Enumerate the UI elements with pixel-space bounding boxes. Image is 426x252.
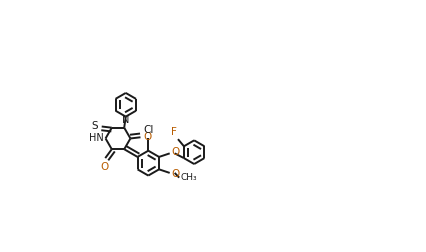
Text: O: O	[100, 163, 108, 172]
Text: S: S	[91, 121, 98, 131]
Text: N: N	[122, 115, 130, 125]
Text: O: O	[172, 147, 180, 158]
Text: Cl: Cl	[143, 125, 153, 135]
Text: F: F	[170, 127, 176, 137]
Text: CH₃: CH₃	[181, 173, 197, 182]
Text: O: O	[171, 169, 179, 179]
Text: O: O	[143, 132, 151, 142]
Text: HN: HN	[89, 133, 104, 143]
